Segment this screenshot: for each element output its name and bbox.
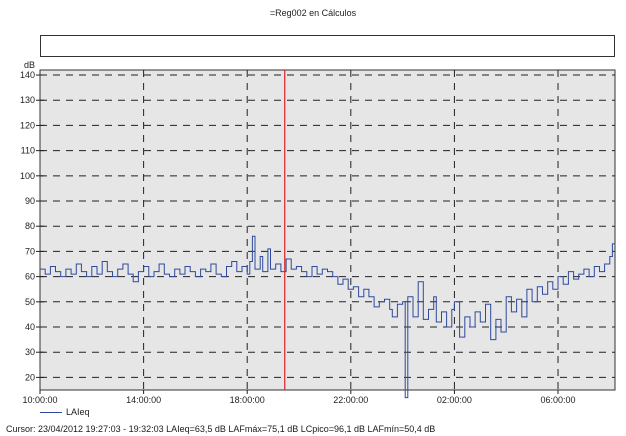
legend-swatch-laieq	[40, 412, 62, 414]
legend: LAIeq	[40, 407, 90, 417]
x-tick-label-14:00:00: 14:00:00	[126, 395, 161, 405]
y-tick-label-90: 90	[25, 196, 35, 206]
plot-area	[39, 69, 616, 391]
y-tick-label-60: 60	[25, 272, 35, 282]
y-tick-label-120: 120	[20, 120, 35, 130]
series-layer	[40, 235, 615, 399]
y-tick-label-110: 110	[21, 146, 35, 156]
y-tick-label-30: 30	[25, 347, 35, 357]
y-axis-label: dB	[24, 60, 35, 70]
x-tick-label-10:00:00: 10:00:00	[22, 395, 57, 405]
x-tick-label-18:00:00: 18:00:00	[230, 395, 265, 405]
legend-label-laieq: LAIeq	[66, 407, 90, 417]
y-tick-label-50: 50	[25, 297, 35, 307]
y-tick-label-40: 40	[25, 322, 35, 332]
y-tick-label-130: 130	[20, 95, 35, 105]
series-line-laieq	[40, 235, 615, 399]
x-tick-label-02:00:00: 02:00:00	[437, 395, 472, 405]
y-tick-label-100: 100	[20, 171, 35, 181]
axes	[36, 74, 559, 394]
x-tick-label-06:00:00: 06:00:00	[540, 395, 575, 405]
y-tick-label-20: 20	[25, 372, 35, 382]
chart-header-box	[40, 35, 615, 57]
tick-labels: 20 30 40 50 60 70 80 90 100 110 120 130 140 10:00:00 1…	[20, 70, 576, 405]
window-title: =Reg002 en Cálculos	[269, 8, 357, 18]
grid-lines	[40, 70, 615, 390]
x-tick-label-22:00:00: 22:00:00	[333, 395, 368, 405]
y-tick-label-140: 140	[20, 70, 35, 80]
y-tick-label-80: 80	[25, 221, 35, 231]
y-tick-label-70: 70	[25, 246, 35, 256]
cursor-info-readout: Cursor: 23/04/2012 19:27:03 - 19:32:03 L…	[6, 424, 436, 434]
